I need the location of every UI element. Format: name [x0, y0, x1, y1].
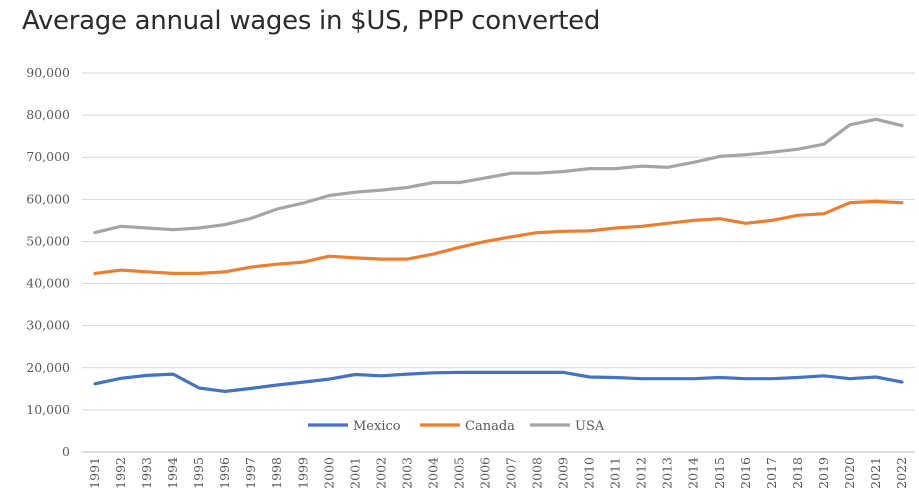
x-tick-label: 2008 [530, 457, 545, 489]
x-tick-label: 2010 [582, 457, 597, 489]
x-tick-label: 2009 [556, 457, 571, 489]
x-tick-label: 2012 [634, 457, 649, 489]
x-tick-label: 2014 [686, 457, 701, 489]
y-tick-label: 30,000 [26, 318, 70, 333]
x-tick-label: 2005 [451, 457, 466, 489]
legend-label-usa: USA [575, 419, 605, 434]
x-tick-label: 2006 [477, 457, 492, 489]
x-tick-label: 2017 [764, 457, 779, 489]
x-tick-label: 2015 [712, 457, 727, 489]
x-tick-label: 1996 [217, 457, 232, 489]
gridlines [82, 72, 915, 453]
x-tick-label: 2020 [842, 457, 857, 489]
legend-label-canada: Canada [465, 419, 515, 434]
x-tick-label: 2013 [660, 457, 675, 489]
chart-title: Average annual wages in $US, PPP convert… [22, 6, 601, 36]
x-tick-label: 2022 [894, 457, 909, 489]
y-tick-label: 60,000 [26, 191, 70, 206]
y-tick-label: 20,000 [26, 360, 70, 375]
y-tick-label: 90,000 [26, 65, 70, 80]
series-line-mexico [93, 370, 904, 393]
x-tick-label: 2004 [425, 457, 440, 489]
series-lines [93, 117, 904, 393]
x-tick-label: 2001 [347, 457, 362, 489]
x-tick-label: 2000 [321, 457, 336, 489]
y-tick-label: 40,000 [26, 276, 70, 291]
x-tick-label: 1998 [269, 457, 284, 489]
x-tick-label: 1995 [191, 457, 206, 489]
series-line-usa [93, 117, 904, 235]
x-tick-label: 2011 [608, 457, 623, 489]
y-tick-label: 50,000 [26, 233, 70, 248]
y-tick-label: 70,000 [26, 149, 70, 164]
y-axis-ticks: 0 10,000 20,000 30,000 40,000 50,000 60,000 70,… [26, 65, 70, 459]
y-tick-label: 10,000 [26, 402, 70, 417]
x-tick-label: 1997 [243, 457, 258, 489]
x-tick-label: 2018 [790, 457, 805, 489]
x-axis-ticks: 1991 1992 1993 1994 1995 1996 1997 1998 1999 2000… [87, 457, 909, 489]
series-line-canada [93, 199, 904, 275]
y-tick-label: 80,000 [26, 107, 70, 122]
x-tick-label: 1994 [165, 457, 180, 489]
x-tick-label: 2007 [504, 457, 519, 489]
x-tick-label: 2016 [738, 457, 753, 489]
x-tick-label: 2019 [816, 457, 831, 489]
x-tick-label: 2002 [373, 457, 388, 489]
x-tick-label: 2003 [399, 457, 414, 489]
x-tick-label: 2021 [868, 457, 883, 489]
x-tick-label: 1999 [295, 457, 310, 489]
x-tick-label: 1993 [139, 457, 154, 489]
x-tick-label: 1991 [87, 457, 102, 489]
y-tick-label: 0 [62, 444, 70, 459]
legend-label-mexico: Mexico [353, 419, 401, 434]
legend: Mexico Canada USA [308, 419, 605, 434]
x-tick-label: 1992 [113, 457, 128, 489]
